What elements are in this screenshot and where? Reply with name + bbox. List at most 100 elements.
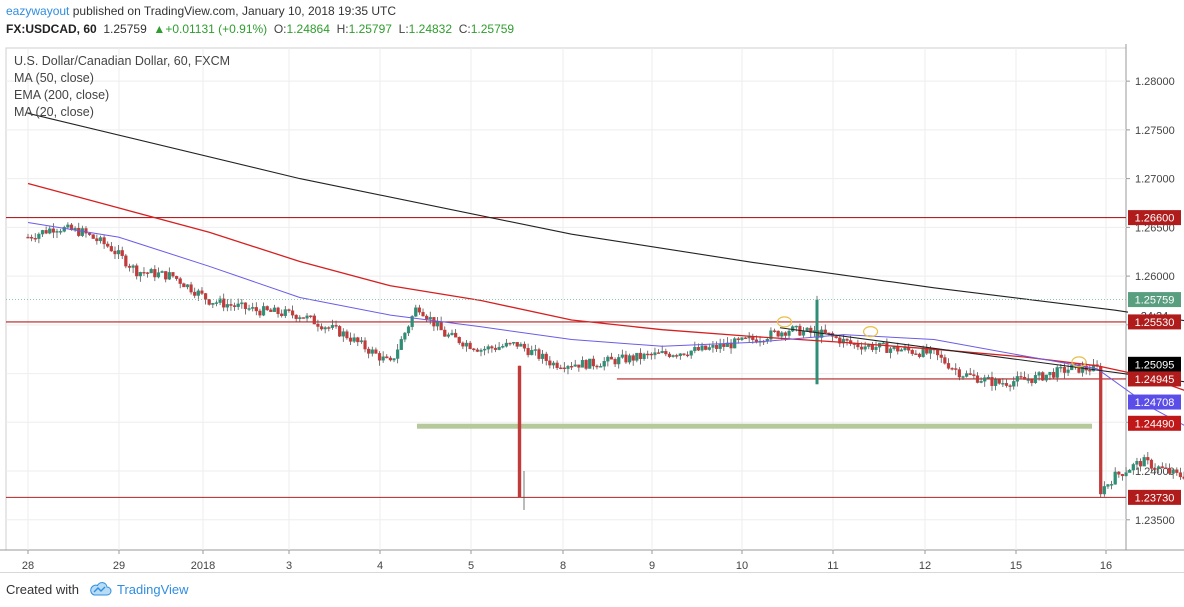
candle-body xyxy=(95,238,99,242)
candle-body xyxy=(1131,464,1135,471)
candle-body xyxy=(961,376,965,378)
candle-body xyxy=(174,275,179,279)
candle-body xyxy=(1117,471,1121,475)
candle-body xyxy=(950,368,954,370)
candle-body xyxy=(544,353,548,361)
candle-body xyxy=(319,326,324,330)
candle-body xyxy=(497,346,501,350)
candle-body xyxy=(287,309,291,311)
candle-body xyxy=(903,347,907,351)
candle-body xyxy=(406,326,411,334)
candle-body xyxy=(787,330,791,336)
candle-body xyxy=(446,334,450,337)
candle-body xyxy=(55,231,59,233)
price-badge-label: 1.25095 xyxy=(1135,359,1175,371)
candle-body xyxy=(704,345,708,350)
price-badge-label: 1.26600 xyxy=(1135,213,1175,225)
candle-body xyxy=(508,342,512,345)
tradingview-cloud-icon[interactable] xyxy=(88,581,112,597)
candle-body xyxy=(91,234,95,239)
candle-body xyxy=(305,315,309,319)
candle-body xyxy=(399,339,403,350)
legend-ma20: MA (20, close) xyxy=(14,105,94,119)
candle-body xyxy=(290,310,295,316)
candle-body xyxy=(504,342,508,347)
price-badge-bg xyxy=(1128,394,1181,410)
candle-body xyxy=(899,349,903,352)
candle-body xyxy=(374,349,378,354)
candle-body xyxy=(921,347,925,357)
candle-body xyxy=(642,353,646,360)
candle-body xyxy=(620,354,624,358)
candle-body xyxy=(584,360,588,369)
candle-body xyxy=(994,379,998,386)
symbol-quote-line: FX:USDCAD, 60 1.25759 ▲+0.01131 (+0.91%)… xyxy=(6,22,514,36)
candle-body xyxy=(102,237,106,245)
chart-legend: U.S. Dollar/Canadian Dollar, 60, FXCM MA… xyxy=(14,53,230,121)
candle-body xyxy=(1171,469,1175,474)
candle-body xyxy=(84,228,88,234)
candle-body xyxy=(856,343,860,348)
candles-group xyxy=(26,222,1184,511)
candle-body xyxy=(450,332,454,335)
price-badge: 1.25759 xyxy=(1128,292,1181,308)
candle-body xyxy=(113,250,117,255)
candle-body xyxy=(33,238,37,240)
candle-body xyxy=(968,373,972,375)
candle-body xyxy=(649,353,653,356)
candle-body xyxy=(109,246,113,252)
price-badge-label: 1.25530 xyxy=(1135,317,1175,329)
candle-body xyxy=(138,272,142,277)
candle-body xyxy=(736,338,740,340)
candle-body xyxy=(396,349,400,359)
candle-body xyxy=(1066,369,1070,373)
price-badge-label: 1.25759 xyxy=(1135,295,1175,307)
candle-body xyxy=(385,356,389,359)
low-value: 1.24832 xyxy=(408,22,453,36)
candle-body xyxy=(602,361,606,367)
author-link[interactable]: eazywayout xyxy=(6,4,70,18)
ma-20-line xyxy=(27,222,1184,426)
candle-body xyxy=(849,340,853,344)
candle-body xyxy=(671,355,675,357)
candle-body xyxy=(367,348,371,354)
price-badge: 1.25095 xyxy=(1128,356,1181,372)
candle-body xyxy=(124,255,128,267)
price-badge-label: 1.24708 xyxy=(1135,397,1175,409)
candle-body xyxy=(867,344,871,347)
candle-body xyxy=(164,271,168,280)
candle-body xyxy=(258,310,262,316)
x-tick-label: 9 xyxy=(649,560,655,572)
candle-body xyxy=(1004,383,1009,386)
candle-body xyxy=(468,342,472,350)
candle-body xyxy=(377,353,382,361)
y-tick-label: 1.23500 xyxy=(1135,515,1175,527)
candle-body xyxy=(236,303,240,307)
ema-200-line xyxy=(27,112,1184,322)
candle-body xyxy=(613,359,617,365)
candle-body xyxy=(461,342,465,347)
candle-body xyxy=(323,327,327,330)
x-tick-label: 2018 xyxy=(191,560,215,572)
candle-body xyxy=(232,305,237,307)
x-tick-label: 4 xyxy=(377,560,383,572)
candle-body xyxy=(207,299,211,305)
candle-body xyxy=(794,325,798,328)
candle-body xyxy=(1062,366,1067,373)
price-badge: 1.24945 xyxy=(1128,371,1181,387)
price-chart[interactable]: 1.28000 1.27500 1.27000 1.26500 1.26000 1.255… xyxy=(0,44,1184,572)
candle-body xyxy=(1164,467,1168,469)
ma-50-line xyxy=(27,182,1184,391)
candle-body xyxy=(294,314,298,319)
candle-body xyxy=(301,317,306,319)
candle-body xyxy=(588,358,592,369)
candle-body xyxy=(910,350,914,354)
candle-body xyxy=(341,331,345,337)
candle-body xyxy=(435,321,440,327)
x-tick-label: 28 xyxy=(22,560,34,572)
candle-body xyxy=(689,350,693,356)
candle-body xyxy=(283,309,287,316)
tradingview-link[interactable]: TradingView xyxy=(117,582,189,597)
candle-body xyxy=(1048,371,1052,376)
candle-body xyxy=(327,327,331,329)
